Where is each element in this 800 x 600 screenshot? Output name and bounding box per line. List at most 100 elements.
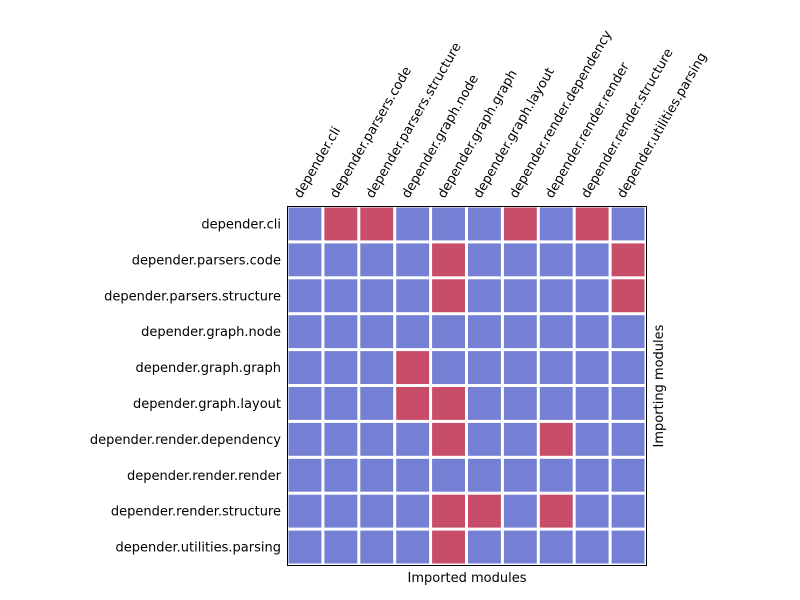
- heatmap-cell: [503, 422, 537, 456]
- heatmap-cell: [396, 315, 430, 349]
- heatmap-cell: [575, 351, 609, 384]
- y-tick-label: depender.graph.node: [141, 325, 281, 340]
- heatmap-cell: [468, 530, 501, 564]
- y-tick-label: depender.render.dependency: [90, 433, 281, 448]
- heatmap-cell: [539, 458, 573, 492]
- heatmap-cell: [324, 422, 358, 456]
- heatmap-cell: [468, 387, 501, 420]
- heatmap-cell: [396, 458, 430, 492]
- heatmap-cell: [468, 422, 501, 456]
- heatmap-cell: [288, 458, 322, 492]
- heatmap-cell: [396, 207, 430, 241]
- heatmap-cell: [503, 494, 537, 528]
- heatmap-cell: [575, 315, 609, 349]
- heatmap-cell: [539, 422, 573, 456]
- heatmap-cell: [324, 494, 358, 528]
- heatmap-cell: [468, 243, 501, 277]
- heatmap-cell: [503, 207, 537, 241]
- heatmap-cell: [503, 243, 537, 277]
- heatmap-cell: [611, 315, 645, 349]
- y-tick-label: depender.parsers.structure: [104, 289, 281, 304]
- heatmap-cell: [432, 422, 465, 456]
- heatmap-cell: [396, 279, 430, 313]
- heatmap-cell: [575, 422, 609, 456]
- heatmap-cell: [503, 315, 537, 349]
- heatmap-cell: [539, 530, 573, 564]
- heatmap-cell: [539, 279, 573, 313]
- heatmap-cell: [432, 530, 465, 564]
- y-tick-label: depender.graph.graph: [135, 361, 281, 376]
- heatmap-cell: [468, 458, 501, 492]
- heatmap-cell: [324, 207, 358, 241]
- heatmap-cell: [360, 494, 394, 528]
- heatmap-cell: [360, 530, 394, 564]
- heatmap-cell: [360, 243, 394, 277]
- heatmap-cell: [432, 279, 465, 313]
- heatmap-cell: [324, 351, 358, 384]
- y-tick-label: depender.graph.layout: [133, 397, 281, 412]
- heatmap-cell: [360, 279, 394, 313]
- y-tick-label: depender.cli: [201, 217, 281, 232]
- heatmap-cell: [288, 387, 322, 420]
- y-tick-labels: depender.cli depender.parsers.code depende…: [90, 217, 282, 555]
- heatmap-cell: [611, 243, 645, 277]
- heatmap-cell: [468, 494, 501, 528]
- heatmap-cell: [288, 494, 322, 528]
- heatmap-cell: [539, 315, 573, 349]
- heatmap-cell: [611, 207, 645, 241]
- heatmap-cell: [575, 530, 609, 564]
- heatmap-cell: [432, 351, 465, 384]
- heatmap-cells: [287, 206, 646, 565]
- heatmap-cell: [468, 351, 501, 384]
- heatmap-cell: [360, 458, 394, 492]
- heatmap-cell: [575, 458, 609, 492]
- heatmap-cell: [324, 279, 358, 313]
- heatmap-cell: [611, 279, 645, 313]
- heatmap-cell: [432, 315, 465, 349]
- heatmap-cell: [503, 458, 537, 492]
- y-tick-label: depender.utilities.parsing: [116, 541, 282, 556]
- y-tick-label: depender.render.render: [127, 469, 282, 484]
- heatmap-cell: [503, 530, 537, 564]
- y-tick-label: depender.render.structure: [111, 505, 281, 520]
- heatmap-cell: [468, 315, 501, 349]
- heatmap-cell: [611, 422, 645, 456]
- heatmap-cell: [539, 387, 573, 420]
- heatmap-cell: [432, 458, 465, 492]
- heatmap-cell: [503, 351, 537, 384]
- heatmap-cell: [432, 494, 465, 528]
- heatmap-cell: [396, 422, 430, 456]
- x-axis-label: Imported modules: [407, 571, 526, 586]
- heatmap-cell: [288, 530, 322, 564]
- heatmap-cell: [611, 387, 645, 420]
- heatmap-cell: [396, 351, 430, 384]
- heatmap-cell: [288, 243, 322, 277]
- heatmap-cell: [396, 387, 430, 420]
- heatmap-cell: [432, 387, 465, 420]
- heatmap-cell: [539, 207, 573, 241]
- heatmap-cell: [575, 279, 609, 313]
- heatmap-cell: [324, 315, 358, 349]
- heatmap-cell: [360, 207, 394, 241]
- heatmap-cell: [288, 422, 322, 456]
- heatmap-cell: [611, 494, 645, 528]
- heatmap-cell: [288, 351, 322, 384]
- heatmap-cell: [539, 243, 573, 277]
- heatmap-cell: [360, 351, 394, 384]
- heatmap-cell: [324, 387, 358, 420]
- heatmap-cell: [575, 387, 609, 420]
- heatmap-cell: [503, 279, 537, 313]
- heatmap-cell: [360, 387, 394, 420]
- y-axis-label: Importing modules: [652, 324, 667, 447]
- y-tick-label: depender.parsers.code: [132, 253, 281, 268]
- heatmap-cell: [288, 207, 322, 241]
- heatmap-cell: [611, 458, 645, 492]
- heatmap-cell: [360, 422, 394, 456]
- heatmap-cell: [396, 243, 430, 277]
- heatmap-cell: [575, 207, 609, 241]
- heatmap-cell: [503, 387, 537, 420]
- heatmap-cell: [611, 351, 645, 384]
- heatmap-cell: [575, 494, 609, 528]
- heatmap-cell: [324, 243, 358, 277]
